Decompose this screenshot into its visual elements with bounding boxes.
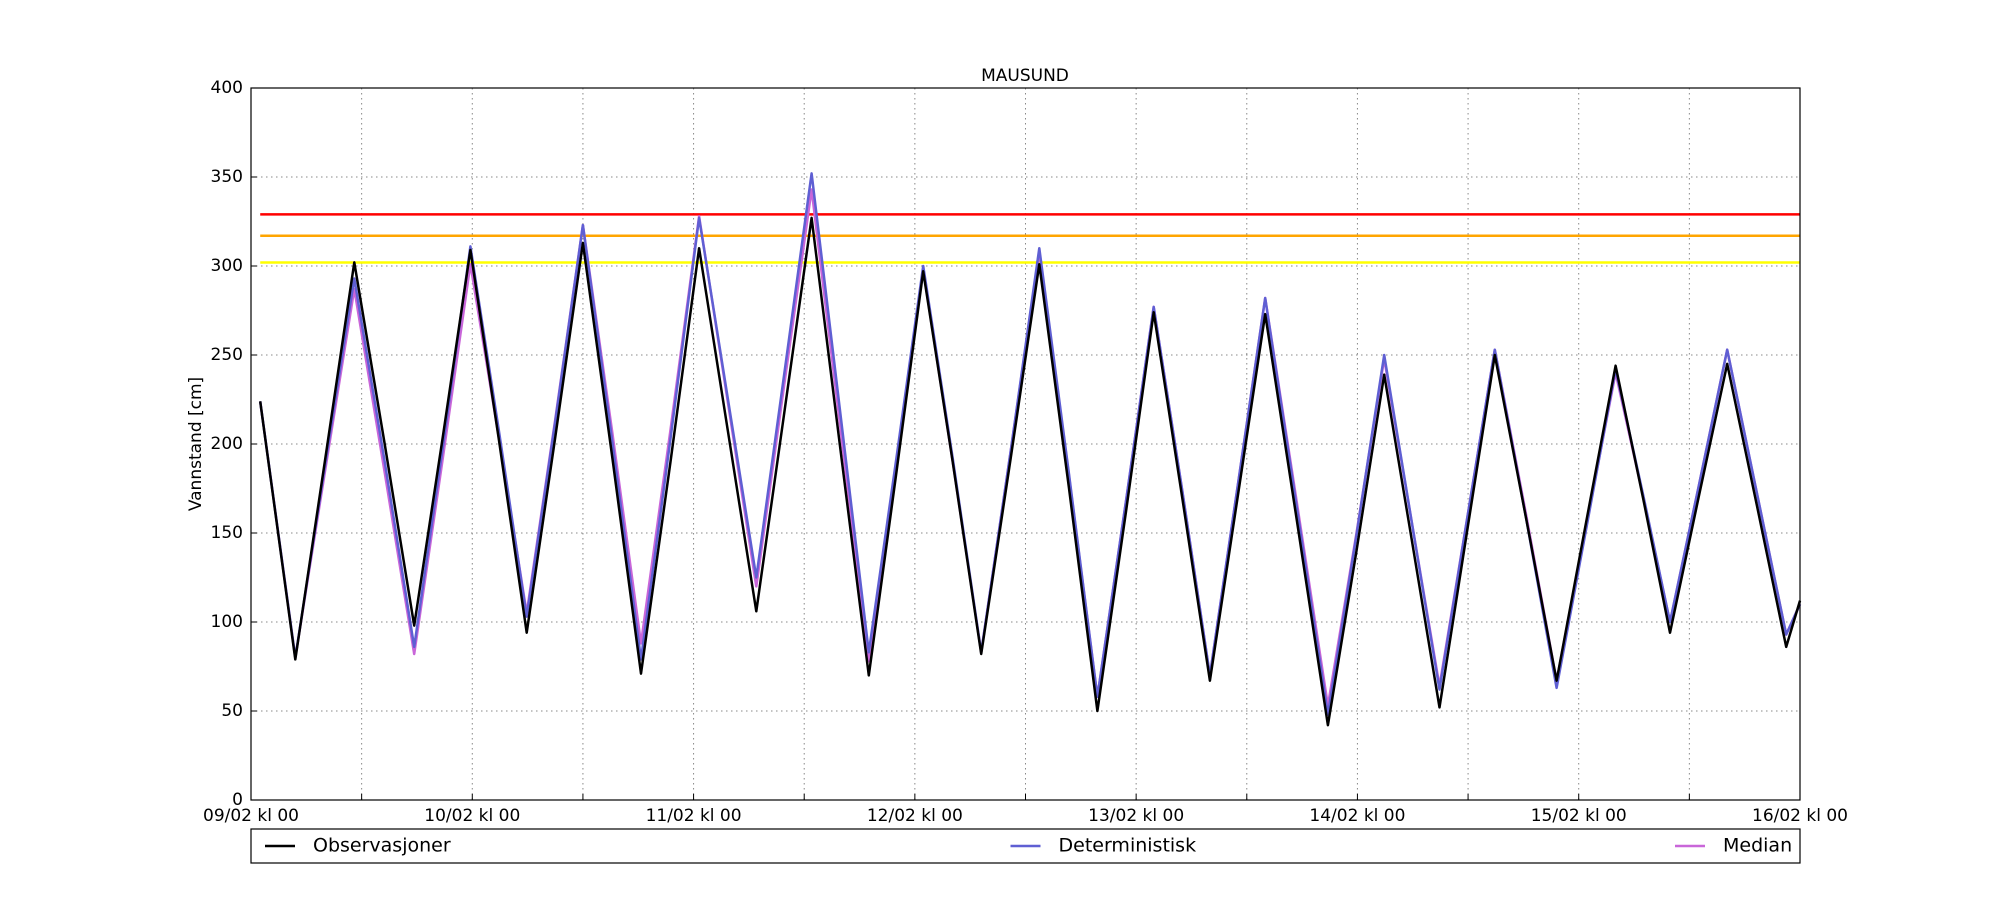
y-axis-label: Vannstand [cm] (186, 377, 206, 511)
series-line (258, 188, 1802, 707)
legend-label: Median (1723, 835, 1792, 857)
series-line (258, 216, 1802, 727)
y-tick-label: 150 (211, 523, 243, 543)
x-tick-label: 11/02 kl 00 (646, 806, 742, 826)
x-tick-label: 14/02 kl 00 (1309, 806, 1405, 826)
x-tick-label: 15/02 kl 00 (1531, 806, 1627, 826)
y-tick-label: 250 (211, 345, 243, 365)
y-tick-label: 200 (211, 434, 243, 454)
x-tick-label: 12/02 kl 00 (867, 806, 963, 826)
chart-title: MAUSUND (981, 66, 1069, 86)
y-tick-label: 0 (232, 790, 243, 810)
y-tick-label: 300 (211, 256, 243, 276)
series-line (258, 172, 1802, 716)
legend-label: Observasjoner (313, 835, 451, 857)
plot-frame (250, 87, 1801, 801)
y-tick-label: 350 (211, 167, 243, 187)
y-tick-label: 400 (211, 78, 243, 98)
legend-label: Deterministisk (1059, 835, 1197, 857)
x-tick-label: 13/02 kl 00 (1088, 806, 1184, 826)
x-tick-label: 09/02 kl 00 (203, 806, 299, 826)
x-tick-label: 10/02 kl 00 (424, 806, 520, 826)
y-tick-label: 100 (211, 612, 243, 632)
x-tick-label: 16/02 kl 00 (1752, 806, 1848, 826)
y-tick-label: 50 (221, 701, 243, 721)
